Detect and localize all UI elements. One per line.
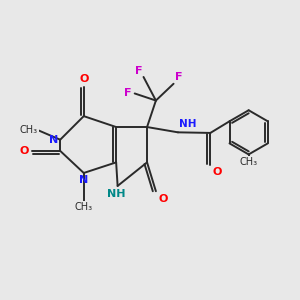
Text: CH₃: CH₃ — [240, 158, 258, 167]
Text: N: N — [49, 135, 58, 145]
Text: CH₃: CH₃ — [75, 202, 93, 212]
Text: NH: NH — [107, 189, 125, 199]
Text: N: N — [79, 175, 88, 185]
Text: O: O — [213, 167, 222, 177]
Text: O: O — [79, 74, 88, 84]
Text: F: F — [134, 65, 142, 76]
Text: NH: NH — [179, 119, 197, 129]
Text: F: F — [124, 88, 132, 98]
Text: CH₃: CH₃ — [20, 125, 38, 135]
Text: O: O — [20, 146, 29, 156]
Text: F: F — [175, 72, 182, 82]
Text: O: O — [158, 194, 168, 204]
